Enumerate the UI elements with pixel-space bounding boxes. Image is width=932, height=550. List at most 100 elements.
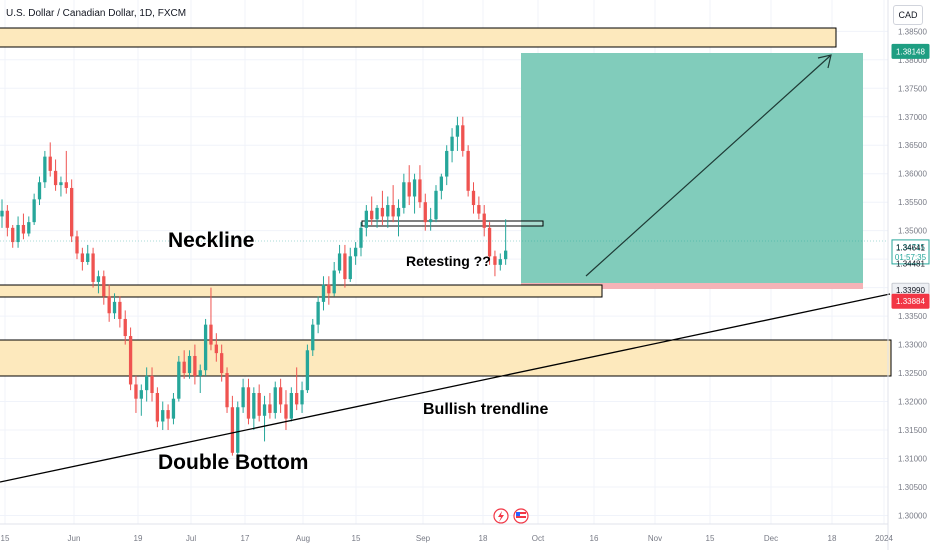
candle (107, 284, 111, 322)
retest-box (361, 220, 544, 227)
candle (27, 216, 31, 237)
candle (139, 384, 143, 416)
time-tick-label: Nov (648, 534, 662, 543)
candle-body (300, 390, 304, 405)
price-tick-label: 1.37500 (898, 84, 927, 93)
candle (504, 219, 508, 265)
candle-body (171, 398, 176, 419)
candle (428, 207, 433, 231)
time-tick-label: Sep (416, 534, 431, 543)
candle-body (48, 156, 52, 171)
candle (75, 230, 79, 260)
time-axis[interactable]: 15 Jun 19 Jul 17 Aug 15 Sep 18 Oct 16 Nov 15 Dec 18 202… (0, 523, 893, 543)
price-tick-label: 1.38500 (898, 27, 927, 36)
candle-body (5, 210, 10, 228)
candle-body (21, 224, 26, 234)
candle-body (305, 350, 310, 391)
candle-body (166, 410, 170, 419)
candle-body (450, 136, 454, 151)
candle (193, 344, 197, 385)
neckline-zone (0, 284, 603, 298)
candle-body (370, 210, 374, 220)
candle-body (177, 361, 181, 399)
candle (353, 242, 358, 265)
price-tag-bg (891, 43, 930, 59)
candle-body (102, 276, 106, 297)
time-tick-label: Jul (186, 534, 196, 543)
candle (134, 375, 138, 413)
candle-body (257, 393, 261, 416)
candle (21, 213, 26, 240)
candle-body (311, 324, 315, 351)
candle-body (396, 207, 401, 217)
candle (262, 395, 267, 442)
candle-body (402, 182, 406, 208)
candle (96, 270, 101, 294)
candle-body (321, 284, 326, 302)
candle (364, 205, 368, 237)
candle-body (139, 390, 143, 399)
candle-body (37, 182, 42, 200)
candle (412, 173, 417, 214)
lower-support-zone (0, 339, 892, 377)
candle-body (493, 256, 497, 265)
candle-body (91, 253, 95, 282)
candle (434, 185, 438, 223)
candle-body (80, 253, 85, 262)
candle (386, 196, 390, 228)
price-axis[interactable]: 1.38500 1.38000 1.37500 1.37000 1.36500 1.360… (887, 0, 927, 550)
candle (166, 404, 170, 431)
candle-body (295, 393, 299, 405)
symbol-title: U.S. Dollar / Canadian Dollar, 1D, FXCM (6, 8, 187, 19)
candle (461, 116, 465, 157)
us-flag-event-icon[interactable] (513, 508, 529, 524)
candle-body (504, 250, 508, 260)
candle (91, 247, 95, 288)
candle-body (477, 205, 481, 214)
candle-body (353, 247, 358, 257)
candle (37, 176, 42, 206)
candle (171, 393, 176, 425)
projection-arrowhead (817, 54, 832, 69)
candle (316, 296, 320, 334)
candle (289, 387, 293, 422)
candle (487, 222, 492, 265)
candle-body (498, 259, 502, 265)
annotation-double-bottom: Double Bottom (158, 451, 308, 474)
time-tick-label: 15 (706, 534, 715, 543)
candle-body (96, 276, 101, 282)
candle (370, 196, 374, 225)
bullish-trendline (0, 293, 891, 483)
candle (123, 310, 127, 345)
candle (230, 395, 235, 456)
price-tag-stop: 1.33884 (891, 293, 930, 309)
time-tick-label: 18 (828, 534, 837, 543)
candle (252, 387, 256, 431)
candle (214, 333, 218, 362)
candle-body (268, 404, 272, 413)
last-price-text: 1.34715 (896, 243, 925, 252)
candle (445, 145, 449, 186)
candle-body (386, 205, 390, 217)
candle (278, 378, 283, 413)
time-tick-label: Oct (532, 534, 545, 543)
candle (268, 393, 272, 419)
candle (220, 344, 224, 382)
lightning-event-icon[interactable] (493, 508, 509, 524)
candle (177, 355, 181, 402)
candle (273, 381, 277, 419)
candle (203, 318, 208, 376)
candle-body (471, 190, 476, 206)
candle (466, 145, 470, 197)
candle-body (187, 355, 192, 374)
candle-body (43, 156, 47, 183)
candle-body (343, 253, 347, 280)
currency-button[interactable]: CAD (893, 5, 923, 25)
candle (0, 199, 4, 228)
candle-body (418, 179, 422, 203)
candle-body (203, 324, 208, 371)
candle (482, 205, 486, 237)
